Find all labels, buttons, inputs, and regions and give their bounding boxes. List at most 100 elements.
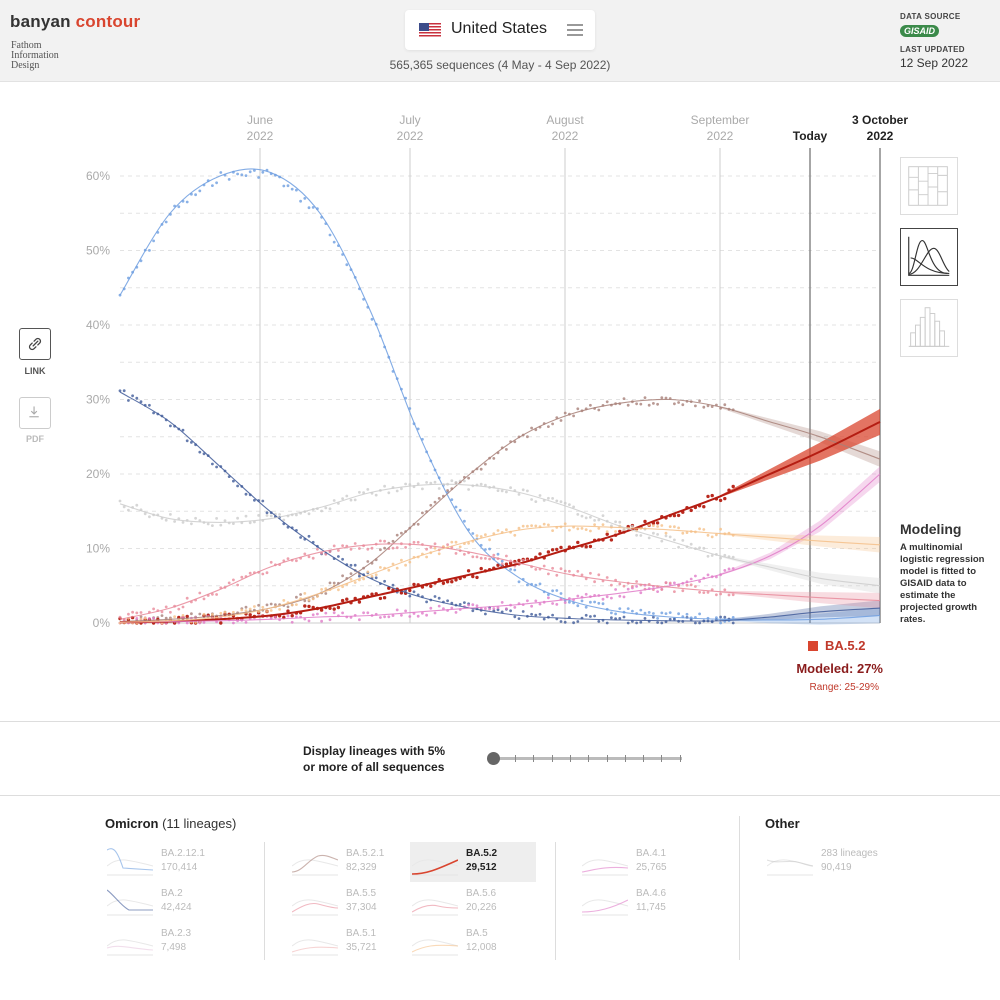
observation-dot-other bbox=[173, 520, 177, 523]
lineage-count: 35,721 bbox=[346, 942, 377, 953]
series-line-other[interactable] bbox=[119, 483, 881, 587]
observation-dot-ba-5-2 bbox=[290, 614, 294, 618]
observation-dot-ba-2-12-1 bbox=[236, 172, 240, 176]
observation-dot-ba-5-2-1 bbox=[694, 404, 697, 408]
lineage-count: 37,304 bbox=[346, 902, 377, 913]
threshold-line2: or more of all sequences bbox=[303, 760, 445, 774]
observation-dot-ba-2 bbox=[299, 536, 302, 539]
x-tick-month: June bbox=[247, 113, 273, 127]
lineage-card-ba-5-2[interactable]: BA.5.2 29,512 bbox=[410, 842, 536, 882]
observation-dot-ba-2-12-1 bbox=[152, 239, 156, 243]
observation-dot-ba-5-6 bbox=[664, 581, 668, 584]
observation-dot-ba-5 bbox=[219, 611, 223, 615]
observation-dot-ba-2 bbox=[559, 620, 563, 623]
observation-dot-other bbox=[148, 515, 151, 519]
observation-dot-ba-5-2-1 bbox=[341, 574, 344, 578]
series-line-ba-4-6[interactable] bbox=[119, 473, 881, 623]
lineage-card-ba-4-1[interactable]: BA.4.1 25,765 bbox=[580, 842, 706, 882]
lineage-sparkline bbox=[767, 859, 813, 876]
x-tick-month: July bbox=[399, 113, 420, 127]
lineage-card-ba-2-12-1[interactable]: BA.2.12.1 170,414 bbox=[105, 842, 231, 882]
stacked-view-button[interactable] bbox=[900, 157, 958, 215]
observation-dot-ba-5-2 bbox=[546, 550, 551, 554]
threshold-slider-track[interactable] bbox=[494, 757, 682, 760]
brand-logo[interactable]: banyan contour bbox=[10, 12, 140, 32]
observation-dot-ba-5-6 bbox=[240, 575, 244, 579]
observation-dot-ba-2 bbox=[652, 615, 655, 619]
observation-dot-ba-5-2 bbox=[345, 597, 349, 601]
lineage-card-ba-5-2-1[interactable]: BA.5.2.1 82,329 bbox=[290, 842, 416, 882]
curves-view-button[interactable] bbox=[900, 228, 958, 286]
hamburger-menu-icon[interactable] bbox=[567, 24, 583, 36]
observation-dot-ba-4-6 bbox=[408, 615, 412, 618]
observation-dot-ba-2 bbox=[605, 621, 609, 625]
observation-dot-ba-2 bbox=[433, 595, 437, 598]
histogram-view-button[interactable] bbox=[900, 299, 958, 357]
observation-dot-ba-5 bbox=[505, 528, 508, 532]
observation-dot-ba-5-6 bbox=[316, 547, 319, 551]
observation-dot-ba-5-6 bbox=[568, 569, 571, 573]
observation-dot-ba-5-6 bbox=[479, 556, 483, 560]
us-flag-icon bbox=[419, 23, 441, 38]
observation-dot-ba-4-6 bbox=[723, 569, 727, 572]
observation-dot-ba-5 bbox=[316, 594, 319, 598]
observation-dot-ba-4-6 bbox=[538, 602, 542, 606]
series-line-ba-5-2-1[interactable] bbox=[119, 398, 881, 623]
observation-dot-ba-5-2-1 bbox=[416, 522, 420, 526]
country-selector[interactable]: United States bbox=[405, 10, 595, 50]
observation-dot-ba-2 bbox=[639, 620, 643, 624]
observation-dot-ba-2 bbox=[521, 610, 525, 613]
observation-dot-ba-5-6 bbox=[118, 615, 122, 619]
observation-dot-ba-5 bbox=[143, 616, 147, 620]
observation-dot-ba-5-2 bbox=[332, 607, 336, 611]
observation-dot-ba-4-6 bbox=[274, 615, 277, 619]
series-line-ba-2[interactable] bbox=[119, 391, 881, 622]
observation-dot-other bbox=[668, 535, 672, 539]
observation-dot-other bbox=[673, 538, 676, 542]
observation-dot-ba-2 bbox=[618, 617, 622, 620]
lineage-card-ba-5-1[interactable]: BA.5.1 35,721 bbox=[290, 922, 416, 962]
gisaid-logo[interactable]: GISAID bbox=[900, 25, 940, 37]
y-tick-label: 40% bbox=[86, 318, 110, 332]
observation-dot-ba-2-12-1 bbox=[454, 505, 458, 509]
observation-dot-ba-5-2 bbox=[584, 545, 588, 549]
series-line-ba-5[interactable] bbox=[119, 525, 881, 623]
link-button[interactable] bbox=[19, 328, 51, 360]
observation-dot-ba-5-6 bbox=[404, 546, 407, 549]
series-line-ba-2-12-1[interactable] bbox=[119, 168, 881, 621]
observation-dot-ba-5 bbox=[194, 621, 198, 624]
observation-dot-ba-2-12-1 bbox=[626, 607, 630, 610]
observation-dot-ba-5-6 bbox=[723, 588, 727, 592]
lineage-card-ba-5[interactable]: BA.5 12,008 bbox=[410, 922, 536, 962]
lineage-card-ba-5-5[interactable]: BA.5.5 37,304 bbox=[290, 882, 416, 922]
observation-dot-ba-2 bbox=[244, 492, 248, 496]
lineage-chart[interactable]: 0% 10% 20% 30% 40% 50% 60% June 2022 July 2022 Augu… bbox=[0, 82, 1000, 720]
observation-dot-other bbox=[437, 487, 441, 490]
observation-dot-other bbox=[400, 487, 403, 491]
observation-dot-ba-5-6 bbox=[463, 552, 466, 556]
y-tick-label: 60% bbox=[86, 169, 110, 183]
pdf-button[interactable] bbox=[19, 397, 51, 429]
observation-dot-ba-2 bbox=[626, 621, 630, 625]
observation-dot-ba-2 bbox=[668, 617, 672, 621]
observation-dot-ba-5-6 bbox=[475, 555, 479, 559]
observation-dot-ba-4-6 bbox=[416, 614, 420, 618]
observation-dot-ba-2 bbox=[185, 439, 189, 443]
lineage-card-ba-2[interactable]: BA.2 42,424 bbox=[105, 882, 231, 922]
lineage-card-283-lineages[interactable]: 283 lineages 90,419 bbox=[765, 842, 891, 882]
lineage-card-ba-2-3[interactable]: BA.2.3 7,498 bbox=[105, 922, 231, 962]
threshold-slider-thumb[interactable] bbox=[487, 752, 500, 765]
observation-dot-ba-5-6 bbox=[605, 576, 609, 579]
observation-dot-ba-5-6 bbox=[395, 546, 399, 550]
observation-dot-ba-5-2-1 bbox=[295, 595, 298, 599]
observation-dot-other bbox=[257, 514, 260, 517]
observation-dot-ba-5-2-1 bbox=[681, 403, 685, 407]
lineage-card-ba-5-6[interactable]: BA.5.6 20,226 bbox=[410, 882, 536, 922]
series-line-ba-5-2[interactable] bbox=[119, 421, 881, 624]
observation-dot-ba-5-2-1 bbox=[505, 448, 508, 451]
lineage-card-ba-4-6[interactable]: BA.4.6 11,745 bbox=[580, 882, 706, 922]
observation-dot-ba-4-6 bbox=[610, 596, 613, 600]
series-line-ba-5-6[interactable] bbox=[119, 543, 881, 620]
observation-dot-ba-5-6 bbox=[126, 612, 130, 616]
observation-dot-other bbox=[580, 514, 584, 518]
